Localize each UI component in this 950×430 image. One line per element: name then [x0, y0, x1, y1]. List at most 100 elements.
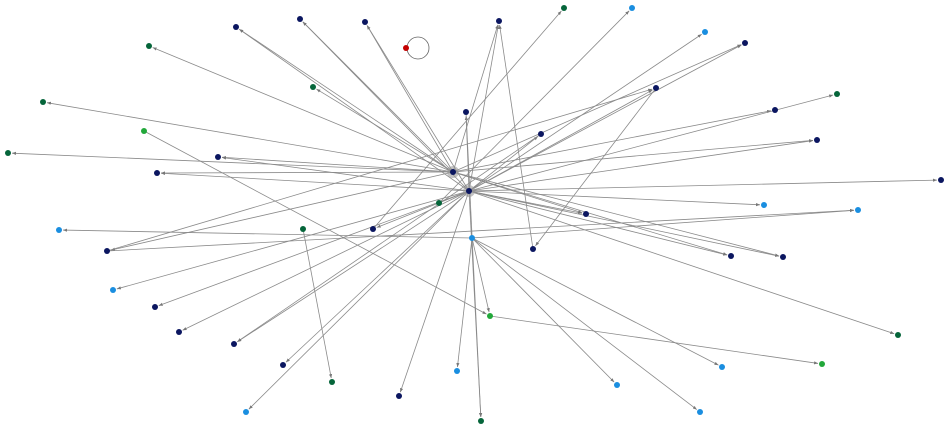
graph-node[interactable] [814, 137, 820, 143]
graph-node[interactable] [561, 5, 567, 11]
graph-node[interactable] [152, 304, 158, 310]
edge [468, 33, 702, 192]
edge [456, 237, 473, 368]
graph-node[interactable] [834, 91, 840, 97]
graph-node[interactable] [742, 40, 748, 46]
graph-node[interactable] [938, 177, 944, 183]
graph-node[interactable] [5, 150, 11, 156]
edge [468, 190, 780, 257]
graph-node[interactable] [772, 107, 778, 113]
graph-node[interactable] [176, 329, 182, 335]
edge [468, 139, 814, 192]
graph-node[interactable] [310, 84, 316, 90]
edge [399, 190, 470, 393]
edge [143, 130, 487, 315]
edge [471, 237, 490, 313]
edge [438, 10, 630, 204]
graph-node[interactable] [530, 246, 536, 252]
graph-node[interactable] [362, 19, 368, 25]
edge [498, 24, 534, 250]
edge [468, 24, 500, 192]
edge [248, 190, 470, 410]
edge [372, 10, 562, 230]
edge [106, 208, 855, 252]
edge [452, 171, 728, 256]
graph-node[interactable] [231, 341, 237, 347]
edge [465, 111, 483, 418]
graph-node[interactable] [469, 235, 475, 241]
graph-node[interactable] [154, 170, 160, 176]
graph-node[interactable] [487, 313, 493, 319]
edge [62, 228, 473, 239]
graph-node[interactable] [396, 393, 402, 399]
edge [468, 190, 728, 256]
edge [11, 151, 454, 173]
graph-node[interactable] [761, 202, 767, 208]
graph-node[interactable] [819, 361, 825, 367]
edge [182, 190, 470, 331]
edge [302, 228, 333, 379]
edge [468, 190, 895, 335]
graph-node[interactable] [233, 24, 239, 30]
graph-node[interactable] [454, 368, 460, 374]
nodes-layer [5, 5, 944, 424]
graph-node[interactable] [300, 226, 306, 232]
graph-node[interactable] [614, 382, 620, 388]
graph-node[interactable] [243, 409, 249, 415]
graph-node[interactable] [370, 226, 376, 232]
edge [366, 25, 470, 192]
edge [316, 88, 454, 173]
edge [471, 208, 855, 239]
edge [237, 133, 542, 343]
graph-node[interactable] [463, 109, 469, 115]
graph-node[interactable] [895, 332, 901, 338]
edge [221, 156, 470, 192]
edge [471, 237, 615, 383]
edge [106, 88, 653, 252]
self-loop-edge [406, 36, 430, 60]
graph-node[interactable] [329, 379, 335, 385]
edge [468, 190, 761, 207]
graph-node[interactable] [466, 188, 472, 194]
graph-node[interactable] [450, 169, 456, 175]
edge [468, 136, 539, 192]
graph-node[interactable] [728, 253, 734, 259]
graph-node[interactable] [141, 128, 147, 134]
graph-node[interactable] [697, 409, 703, 415]
graph-node[interactable] [702, 29, 708, 35]
graph-node[interactable] [215, 154, 221, 160]
graph-node[interactable] [146, 43, 152, 49]
graph-node[interactable] [436, 200, 442, 206]
graph-node[interactable] [719, 364, 725, 370]
edge [160, 171, 454, 175]
edge [471, 237, 698, 410]
graph-node[interactable] [403, 45, 409, 51]
graph-node[interactable] [104, 248, 110, 254]
graph-node[interactable] [478, 418, 484, 424]
graph-node[interactable] [496, 18, 502, 24]
graph-node[interactable] [40, 99, 46, 105]
graph-node[interactable] [538, 131, 544, 137]
edge [452, 44, 742, 173]
edge [116, 190, 470, 290]
edge [237, 190, 470, 343]
edge [471, 237, 719, 366]
edge [160, 171, 470, 192]
graph-node[interactable] [583, 211, 589, 217]
graph-node[interactable] [56, 227, 62, 233]
graph-node[interactable] [629, 5, 635, 11]
edge [489, 315, 819, 365]
edge [468, 44, 742, 192]
graph-node[interactable] [653, 85, 659, 91]
edge [221, 155, 454, 173]
graph-node[interactable] [297, 16, 303, 22]
graph-node[interactable] [280, 362, 286, 368]
edge [452, 109, 772, 173]
edge [239, 28, 454, 173]
graph-node[interactable] [855, 207, 861, 213]
edge [468, 178, 938, 192]
graph-node[interactable] [780, 254, 786, 260]
edge [46, 101, 454, 173]
graph-node[interactable] [110, 287, 116, 293]
